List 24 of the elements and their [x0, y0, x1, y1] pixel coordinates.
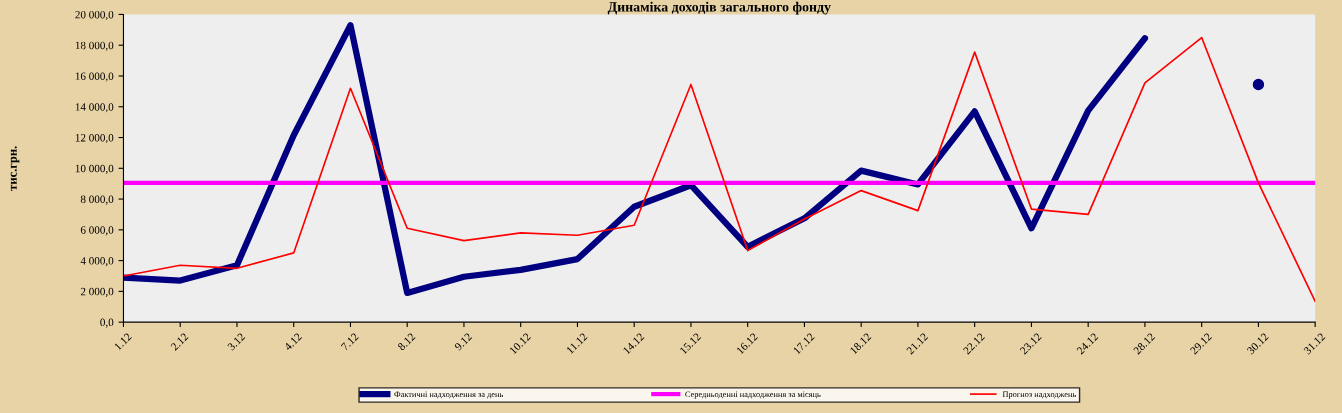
- x-tick-label: 8.12: [397, 332, 416, 351]
- y-tick-label: 16 000,0: [75, 72, 114, 82]
- y-tick-label: 18 000,0: [75, 41, 114, 51]
- y-tick-label: 8 000,0: [80, 195, 114, 205]
- y-tick-label: 0,0: [100, 318, 114, 328]
- chart-title: Динаміка доходів загального фонду: [607, 1, 831, 15]
- y-axis-title: тис.грн.: [10, 146, 20, 191]
- y-tick-label: 10 000,0: [75, 164, 114, 174]
- y-tick-label: 4 000,0: [80, 257, 114, 267]
- y-tick-label: 12 000,0: [75, 134, 114, 144]
- x-tick-label: 1.12: [113, 332, 132, 351]
- x-tick-label: 4.12: [283, 332, 303, 352]
- y-tick-label: 2 000,0: [80, 287, 114, 297]
- x-tick-label: 9.12: [454, 332, 473, 351]
- legend-label: Прогноз надходжень: [1002, 391, 1076, 399]
- x-tick-label: 7.12: [340, 332, 359, 351]
- legend-label: Фактичні надходження за день: [394, 391, 504, 399]
- y-tick-label: 6 000,0: [80, 226, 114, 236]
- x-tick-label: 2.12: [170, 332, 189, 351]
- x-tick-label: 3.12: [227, 332, 246, 351]
- y-tick-label: 20 000,0: [75, 10, 114, 21]
- y-tick-label: 14 000,0: [75, 103, 114, 113]
- legend-label: Середньоденні надходження за місяць: [685, 391, 821, 399]
- line-series: [123, 36, 1316, 303]
